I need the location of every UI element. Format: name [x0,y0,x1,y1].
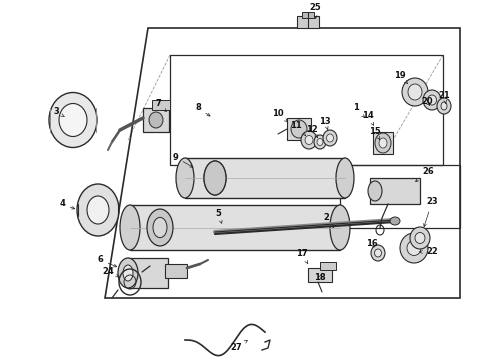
Ellipse shape [415,233,425,243]
Text: 6: 6 [97,256,117,267]
Ellipse shape [400,233,428,263]
Bar [320,262,336,270]
Ellipse shape [149,112,163,128]
Ellipse shape [59,104,87,136]
Text: 8: 8 [195,104,210,116]
Text: 3: 3 [53,108,64,117]
Text: 19: 19 [394,72,408,84]
Ellipse shape [204,161,226,195]
Ellipse shape [374,249,382,257]
Ellipse shape [368,181,382,201]
Ellipse shape [123,265,133,281]
Text: 1: 1 [353,104,365,117]
Bar [128,258,168,288]
Ellipse shape [147,209,173,246]
Ellipse shape [407,240,421,256]
Bar [302,12,314,18]
Ellipse shape [314,135,326,149]
Ellipse shape [390,217,400,225]
Text: 22: 22 [419,248,438,256]
Text: 25: 25 [309,4,321,18]
Text: 16: 16 [366,239,378,248]
Ellipse shape [176,158,194,198]
Bar [370,178,420,204]
Bar [185,158,345,198]
Ellipse shape [118,258,138,288]
Bar [297,16,319,28]
Ellipse shape [87,196,109,224]
Ellipse shape [120,205,140,250]
Text: 14: 14 [362,111,374,125]
Text: 24: 24 [102,267,119,277]
Ellipse shape [437,98,451,114]
Ellipse shape [423,90,441,110]
Text: 27: 27 [230,341,247,352]
Ellipse shape [336,158,354,198]
Bar [152,100,170,110]
Bar [130,205,340,250]
Ellipse shape [402,78,428,106]
Ellipse shape [326,134,334,142]
Text: 11: 11 [290,122,305,135]
Ellipse shape [330,205,350,250]
Text: 17: 17 [296,249,308,264]
Text: 2: 2 [323,213,334,228]
Text: 26: 26 [416,167,434,181]
Text: 15: 15 [369,127,381,139]
Ellipse shape [301,131,317,149]
Bar [308,268,332,282]
Text: 12: 12 [306,126,318,138]
Ellipse shape [410,227,430,249]
Ellipse shape [427,95,437,105]
Ellipse shape [317,139,323,145]
Ellipse shape [441,102,447,110]
Bar [373,132,393,154]
Text: 7: 7 [155,99,167,112]
Text: 5: 5 [215,208,222,223]
Ellipse shape [375,133,391,153]
Ellipse shape [291,120,307,138]
Ellipse shape [49,93,97,148]
Ellipse shape [408,84,422,100]
Ellipse shape [305,135,313,144]
Ellipse shape [153,217,167,238]
Text: 9: 9 [172,153,193,167]
Text: 23: 23 [424,198,438,226]
Ellipse shape [371,245,385,261]
Ellipse shape [379,138,387,148]
Text: 20: 20 [421,98,433,107]
Text: 13: 13 [319,117,331,130]
Text: 18: 18 [314,274,326,283]
Bar [287,118,311,140]
Text: 4: 4 [59,199,74,209]
Bar [165,264,187,278]
Bar [143,108,169,132]
Ellipse shape [204,161,226,195]
Text: 10: 10 [272,109,288,122]
Text: 21: 21 [438,91,450,103]
Ellipse shape [77,184,119,236]
Ellipse shape [323,130,337,146]
